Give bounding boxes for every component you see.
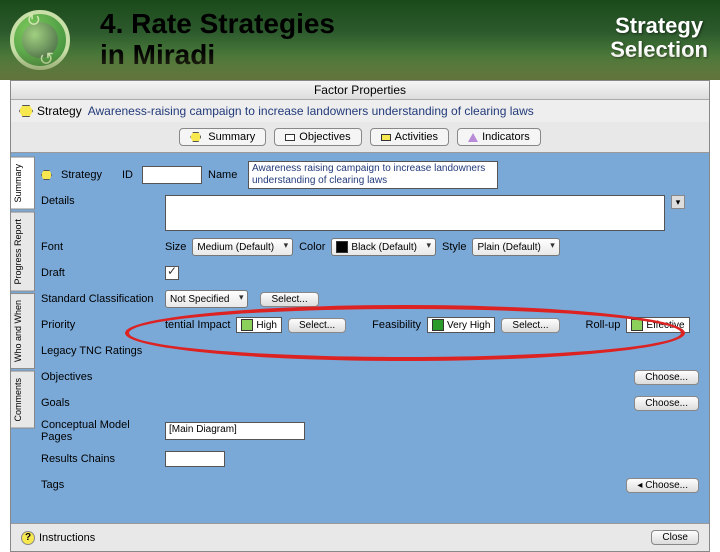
name-input[interactable]: Awareness raising campaign to increase l… — [248, 161, 498, 189]
color-swatch-icon — [336, 241, 348, 253]
high-swatch-icon — [241, 319, 253, 331]
vertical-tabs: Summary Progress Report Who and When Com… — [11, 153, 35, 523]
classification-select-button[interactable]: Select... — [260, 292, 318, 307]
strategy-label: Strategy — [37, 104, 82, 118]
strategy-header-row: Strategy Awareness-raising campaign to i… — [11, 100, 709, 122]
chains-label: Results Chains — [41, 453, 159, 465]
draft-label: Draft — [41, 267, 159, 279]
feasibility-select-button[interactable]: Select... — [501, 318, 559, 333]
pages-list[interactable]: [Main Diagram] — [165, 422, 305, 440]
details-input[interactable] — [165, 195, 665, 231]
form-panel: Strategy ID Name Awareness raising campa… — [35, 153, 709, 523]
draft-checkbox[interactable] — [165, 266, 179, 280]
eff-swatch-icon — [631, 319, 643, 331]
close-button[interactable]: Close — [651, 530, 699, 545]
vtab-comments[interactable]: Comments — [11, 371, 35, 429]
objectives-choose-button[interactable]: Choose... — [634, 370, 699, 385]
feasibility-label: Feasibility — [372, 319, 421, 331]
size-label: Size — [165, 241, 186, 253]
details-label: Details — [41, 195, 159, 207]
feasibility-value: Very High — [427, 317, 495, 333]
rect-icon — [381, 134, 391, 141]
rect-icon — [285, 134, 295, 141]
slide-header: ↻ ↺ 4. Rate Strategies in Miradi Strateg… — [0, 0, 720, 80]
vtab-summary[interactable]: Summary — [11, 157, 35, 210]
name-label: Name — [208, 169, 242, 181]
strategy-field-label: Strategy — [61, 169, 116, 181]
goals-label: Goals — [41, 397, 159, 409]
hex-icon — [190, 132, 201, 142]
goals-choose-button[interactable]: Choose... — [634, 396, 699, 411]
classification-select[interactable]: Not Specified — [165, 290, 248, 308]
font-label: Font — [41, 241, 159, 253]
vtab-who-when[interactable]: Who and When — [11, 293, 35, 369]
priority-row: Priority tential Impact High Select... F… — [41, 315, 699, 335]
priority-label: Priority — [41, 319, 159, 331]
rollup-value: Effective — [626, 317, 689, 333]
scroll-icon[interactable]: ▾ — [671, 195, 685, 209]
color-select[interactable]: Black (Default) — [331, 238, 436, 256]
grass-decoration — [0, 50, 720, 80]
classification-label: Standard Classification — [41, 293, 159, 305]
id-input[interactable] — [142, 166, 202, 184]
instructions-link[interactable]: ? Instructions — [21, 531, 95, 545]
window-title: Factor Properties — [11, 81, 709, 100]
vtab-progress[interactable]: Progress Report — [11, 212, 35, 292]
tab-indicators[interactable]: Indicators — [457, 128, 541, 146]
style-label: Style — [442, 241, 466, 253]
strategy-hex-icon — [19, 105, 33, 117]
strategy-name: Awareness-raising campaign to increase l… — [88, 104, 534, 118]
recycle-arrow-icon: ↻ — [26, 10, 41, 31]
impact-label: tential Impact — [165, 319, 230, 331]
window-footer: ? Instructions Close — [11, 523, 709, 551]
impact-select-button[interactable]: Select... — [288, 318, 346, 333]
hex-icon — [41, 170, 52, 180]
tags-label: Tags — [41, 479, 159, 491]
tab-activities[interactable]: Activities — [370, 128, 449, 146]
id-label: ID — [122, 169, 136, 181]
rollup-label: Roll-up — [586, 319, 621, 331]
form-body: Summary Progress Report Who and When Com… — [11, 153, 709, 523]
legacy-label: Legacy TNC Ratings — [41, 345, 159, 357]
style-select[interactable]: Plain (Default) — [472, 238, 559, 256]
help-icon: ? — [21, 531, 35, 545]
triangle-icon — [468, 133, 478, 142]
chains-box[interactable] — [165, 451, 225, 467]
size-select[interactable]: Medium (Default) — [192, 238, 293, 256]
factor-properties-window: Factor Properties Strategy Awareness-rai… — [10, 80, 710, 552]
objectives-label: Objectives — [41, 371, 159, 383]
tags-choose-button[interactable]: ◂ Choose... — [626, 478, 699, 493]
tab-objectives[interactable]: Objectives — [274, 128, 361, 146]
color-label: Color — [299, 241, 325, 253]
pages-label: Conceptual Model Pages — [41, 419, 159, 443]
top-tabs: Summary Objectives Activities Indicators — [11, 122, 709, 153]
impact-value: High — [236, 317, 282, 333]
tab-summary[interactable]: Summary — [179, 128, 266, 146]
vhigh-swatch-icon — [432, 319, 444, 331]
